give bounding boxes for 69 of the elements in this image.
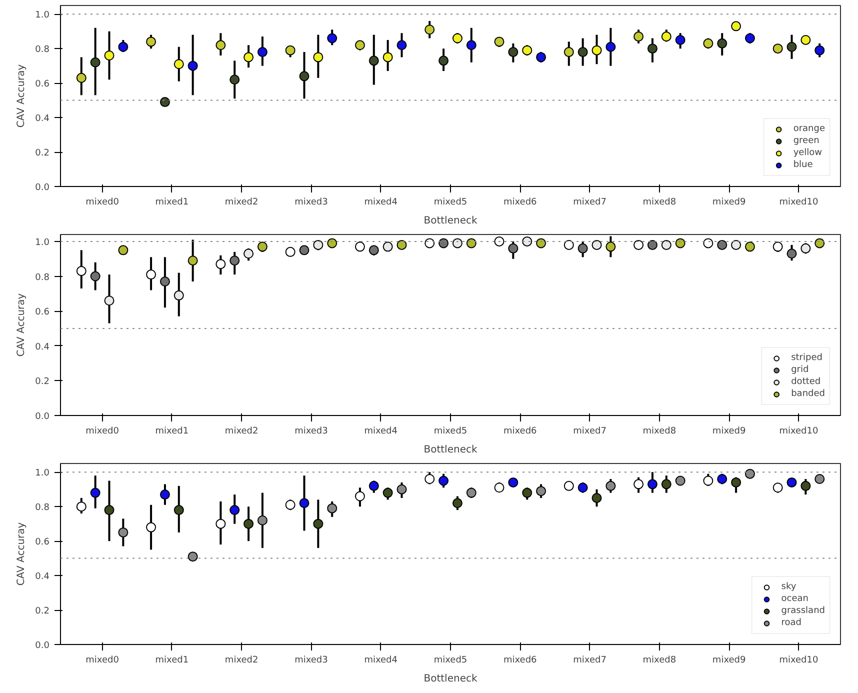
y-tick-label: 0.8: [35, 503, 50, 514]
legend-label: banded: [791, 388, 825, 400]
y-tick-label: 0.8: [35, 272, 50, 283]
x-axis-title: Bottleneck: [424, 444, 478, 456]
legend-label: road: [781, 617, 802, 629]
x-tick-label: mixed10: [779, 656, 818, 666]
x-tick-label: mixed10: [779, 426, 818, 436]
y-tick-label: 0.6: [35, 80, 50, 90]
x-tick-label: mixed0: [86, 198, 120, 208]
x-tick-label: mixed6: [503, 426, 538, 436]
y-axis-title: CAV Accuray: [16, 64, 28, 128]
x-tick-label: mixed2: [224, 198, 258, 208]
y-tick-label: 1.0: [35, 468, 50, 479]
y-tick-label: 0.2: [35, 148, 50, 159]
x-tick-label: mixed3: [294, 198, 328, 208]
y-tick-label: 0.6: [35, 308, 50, 318]
x-tick-label: mixed1: [155, 656, 189, 666]
x-tick-label: mixed10: [779, 198, 818, 208]
x-tick-label: mixed8: [642, 426, 676, 436]
y-tick-label: 0.4: [35, 114, 50, 124]
x-tick-label: mixed8: [642, 198, 676, 208]
x-tick-label: mixed4: [364, 198, 398, 208]
y-tick-label: 0.4: [35, 342, 50, 352]
x-tick-label: mixed6: [503, 198, 538, 208]
y-tick-label: 0.6: [35, 538, 50, 548]
x-tick-label: mixed6: [503, 656, 538, 666]
x-tick-label: mixed5: [434, 426, 468, 436]
x-tick-label: mixed9: [712, 198, 746, 208]
x-tick-label: mixed8: [642, 656, 676, 666]
y-tick-label: 0.2: [35, 377, 50, 388]
legend-label: blue: [793, 159, 814, 171]
legend-label: green: [793, 135, 820, 147]
x-axis-title: Bottleneck: [424, 674, 478, 684]
x-tick-label: mixed2: [224, 426, 258, 436]
y-tick-label: 0.0: [35, 412, 50, 422]
y-tick-label: 0.4: [35, 572, 50, 582]
y-axis-title: CAV Accuray: [16, 522, 28, 586]
x-tick-label: mixed4: [364, 656, 398, 666]
legend-label: yellow: [793, 147, 822, 159]
x-tick-label: mixed7: [573, 198, 606, 208]
y-tick-label: 0.0: [35, 641, 50, 651]
x-tick-label: mixed0: [86, 656, 120, 666]
y-tick-label: 0.0: [35, 183, 50, 193]
x-tick-label: mixed7: [573, 426, 606, 436]
y-tick-label: 0.2: [35, 606, 50, 617]
x-tick-label: mixed3: [294, 656, 328, 666]
legend-label: orange: [793, 123, 825, 135]
x-tick-label: mixed0: [86, 426, 120, 436]
x-axis-title: Bottleneck: [424, 216, 478, 226]
x-tick-label: mixed5: [434, 198, 468, 208]
legend-label: striped: [791, 352, 822, 364]
legend-label: ocean: [781, 593, 808, 605]
x-tick-label: mixed4: [364, 426, 398, 436]
y-tick-label: 1.0: [35, 10, 50, 21]
y-tick-label: 0.8: [35, 45, 50, 56]
x-tick-label: mixed1: [155, 426, 189, 436]
x-tick-label: mixed7: [573, 656, 606, 666]
x-tick-label: mixed9: [712, 426, 746, 436]
legend-label: dotted: [791, 376, 821, 388]
x-tick-label: mixed2: [224, 656, 258, 666]
legend-label: sky: [781, 581, 798, 593]
x-tick-label: mixed3: [294, 426, 328, 436]
x-tick-label: mixed1: [155, 198, 189, 208]
y-axis-title: CAV Accuray: [16, 293, 28, 357]
x-tick-label: mixed9: [712, 656, 746, 666]
legend-label: grassland: [781, 605, 825, 617]
y-tick-label: 1.0: [35, 238, 50, 248]
legend-label: grid: [791, 364, 810, 376]
x-tick-label: mixed5: [434, 656, 468, 666]
